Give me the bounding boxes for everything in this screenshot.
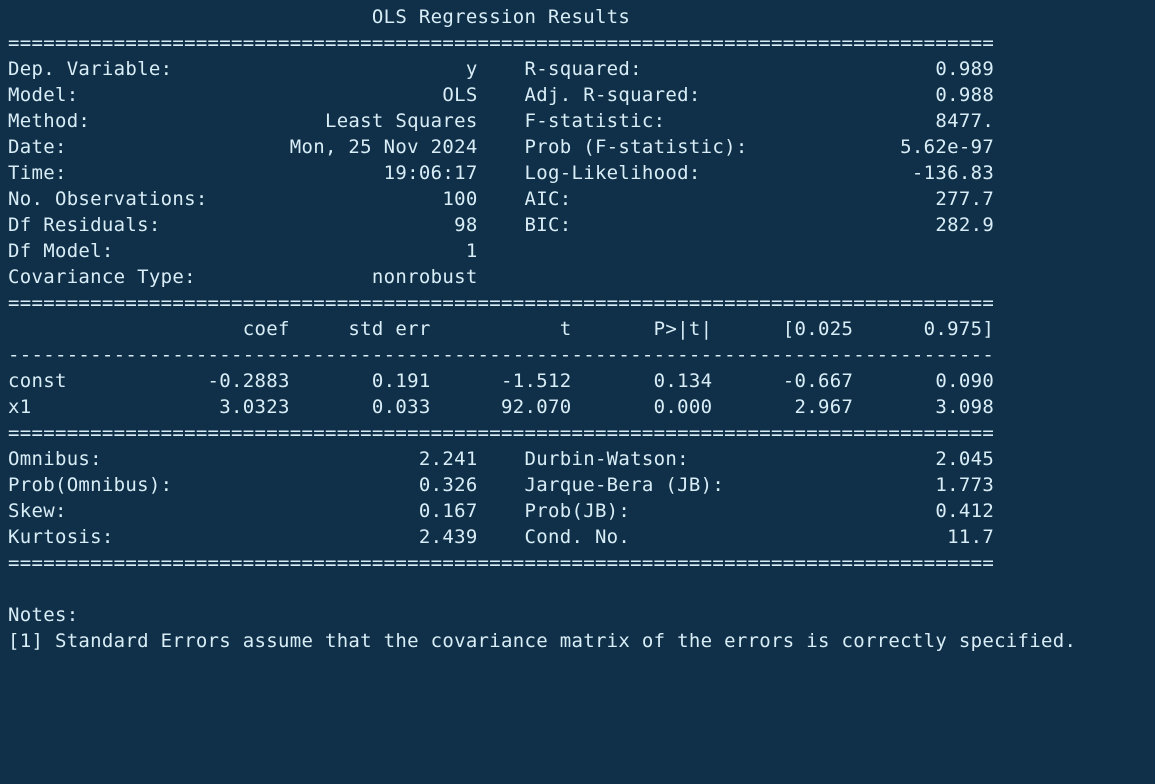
- ols-regression-output: OLS Regression Results =================…: [0, 0, 1155, 658]
